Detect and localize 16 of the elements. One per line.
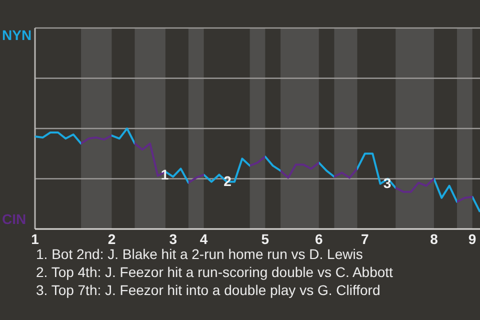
text: 3. Top 7th: J. Feezor hit into a double play vs G. Clifford xyxy=(36,282,380,298)
text: 2. Top 4th: J. Feezor hit a run-scoring double vs C. Abbott xyxy=(36,264,394,280)
text: CIN xyxy=(2,211,26,227)
x-tick-label: 3 xyxy=(169,231,178,247)
x-tick-label: 8 xyxy=(430,231,438,247)
x-tick-label: 5 xyxy=(261,231,270,247)
x-tick-label: 2 xyxy=(108,231,116,247)
x-tick-label: 9 xyxy=(468,231,476,247)
text: NYN xyxy=(2,27,32,43)
x-tick-label: 6 xyxy=(314,231,323,247)
x-tick-label: 4 xyxy=(200,231,208,247)
text: 1. Bot 2nd: J. Blake hit a 2-run home run vs D. Lewis xyxy=(36,246,363,262)
x-tick-label: 1 xyxy=(31,231,40,247)
x-tick-label: 7 xyxy=(361,231,370,247)
annotation: 1 xyxy=(160,166,169,183)
annotation: 2 xyxy=(224,172,232,189)
